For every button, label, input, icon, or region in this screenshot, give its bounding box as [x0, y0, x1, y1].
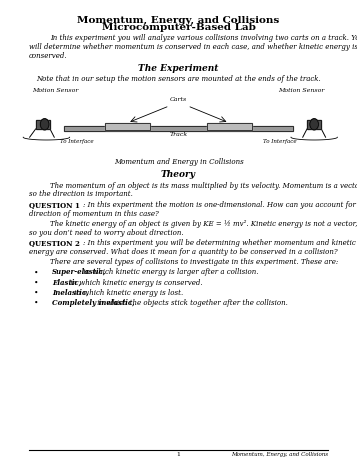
Text: in which kinetic energy is larger after a collision.: in which kinetic energy is larger after …	[81, 268, 258, 276]
Text: direction of momentum in this case?: direction of momentum in this case?	[29, 210, 158, 218]
Text: In this experiment you will analyze various collisions involving two carts on a : In this experiment you will analyze vari…	[50, 34, 357, 42]
Text: QUESTION 1: QUESTION 1	[29, 201, 80, 209]
Text: The momentum of an object is its mass multiplied by its velocity. Momentum is a : The momentum of an object is its mass mu…	[50, 182, 357, 189]
Text: so the direction is important.: so the direction is important.	[29, 190, 132, 198]
Text: QUESTION 2: QUESTION 2	[29, 239, 80, 247]
Circle shape	[310, 119, 318, 130]
Text: Momentum, Energy, and Collisions: Momentum, Energy, and Collisions	[231, 452, 328, 457]
Text: in which kinetic energy is lost.: in which kinetic energy is lost.	[72, 289, 184, 297]
Text: Inelastic,: Inelastic,	[52, 289, 89, 297]
Text: Motion Sensor: Motion Sensor	[278, 88, 325, 93]
Text: The Experiment: The Experiment	[138, 64, 219, 73]
Text: in which the objects stick together after the collision.: in which the objects stick together afte…	[95, 299, 288, 307]
Text: •: •	[34, 279, 39, 286]
Text: 1: 1	[176, 452, 181, 457]
Text: Note that in our setup the motion sensors are mounted at the ends of the track.: Note that in our setup the motion sensor…	[36, 75, 321, 83]
Text: : In this experiment you will be determining whether momentum and kinetic: : In this experiment you will be determi…	[83, 239, 356, 247]
Bar	[64, 126, 293, 131]
Text: To Interface: To Interface	[263, 139, 297, 144]
Text: •: •	[34, 268, 39, 276]
Text: in which kinetic energy is conserved.: in which kinetic energy is conserved.	[68, 279, 203, 286]
Text: Microcomputer-Based Lab: Microcomputer-Based Lab	[101, 23, 256, 32]
Bar	[36, 120, 50, 129]
Text: so you don’t need to worry about direction.: so you don’t need to worry about directi…	[29, 229, 183, 237]
Text: energy are conserved. What does it mean for a quantity to be conserved in a coll: energy are conserved. What does it mean …	[29, 248, 337, 256]
Text: Carts: Carts	[170, 97, 187, 102]
Text: To Interface: To Interface	[60, 139, 94, 144]
Text: will determine whether momentum is conserved in each case, and whether kinetic e: will determine whether momentum is conse…	[29, 43, 357, 51]
Text: Momentum and Energy in Collisions: Momentum and Energy in Collisions	[114, 158, 243, 166]
Text: The kinetic energy of an object is given by KE = ½ mv². Kinetic energy is not a : The kinetic energy of an object is given…	[50, 220, 357, 228]
Bar	[105, 123, 150, 130]
Bar	[207, 123, 252, 130]
Text: Elastic,: Elastic,	[52, 279, 81, 286]
Bar	[307, 120, 321, 129]
Text: •: •	[34, 289, 39, 297]
Text: : In this experiment the motion is one-dimensional. How can you account for the: : In this experiment the motion is one-d…	[83, 201, 357, 209]
Text: Track: Track	[170, 132, 187, 137]
Circle shape	[40, 119, 49, 130]
Text: •: •	[34, 299, 39, 307]
Bar	[207, 123, 252, 130]
Bar	[64, 126, 293, 131]
Text: Momentum, Energy, and Collisions: Momentum, Energy, and Collisions	[77, 16, 280, 25]
Text: conserved.: conserved.	[29, 52, 67, 60]
Bar	[307, 120, 321, 129]
Text: Completely inelastic,: Completely inelastic,	[52, 299, 134, 307]
Text: There are several types of collisions to investigate in this experiment. These a: There are several types of collisions to…	[50, 258, 338, 266]
Bar	[105, 123, 150, 130]
Text: Super-elastic,: Super-elastic,	[52, 268, 106, 276]
Text: Motion Sensor: Motion Sensor	[32, 88, 79, 93]
Text: Theory: Theory	[161, 170, 196, 179]
Bar	[36, 120, 50, 129]
